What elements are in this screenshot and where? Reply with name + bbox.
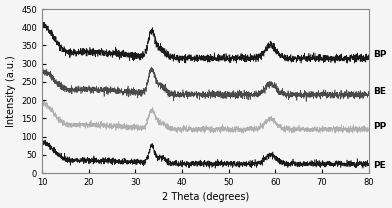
Text: BE: BE bbox=[373, 87, 386, 95]
Text: BP: BP bbox=[373, 50, 387, 59]
Text: PE: PE bbox=[373, 161, 386, 170]
Y-axis label: Intensity (a.u.): Intensity (a.u.) bbox=[5, 55, 16, 127]
Text: PP: PP bbox=[373, 122, 387, 131]
X-axis label: 2 Theta (degrees): 2 Theta (degrees) bbox=[162, 192, 249, 202]
